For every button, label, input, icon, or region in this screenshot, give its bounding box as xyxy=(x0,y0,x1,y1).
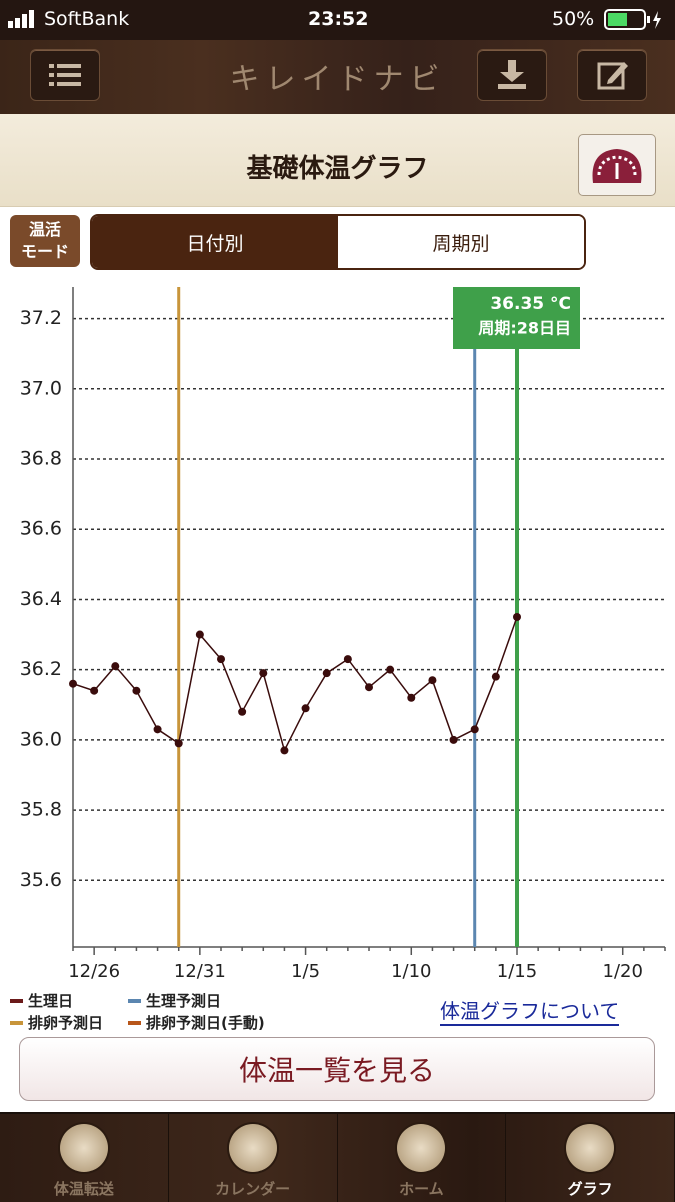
temperature-point xyxy=(322,669,331,678)
battery-percent: 50% xyxy=(552,8,595,30)
temperature-point xyxy=(111,662,120,671)
tab-icon xyxy=(397,1124,446,1172)
tab-icon xyxy=(228,1124,277,1172)
tab-bar: 体温転送 カレンダー ホーム グラフ xyxy=(0,1112,675,1202)
page-title: 基礎体温グラフ xyxy=(246,154,429,184)
temperature-point xyxy=(153,725,162,734)
temperature-line xyxy=(72,616,518,753)
menu-button[interactable] xyxy=(30,49,100,101)
clock: 23:52 xyxy=(308,8,369,30)
x-tick-label: 1/20 xyxy=(603,961,643,982)
x-tick-label: 12/31 xyxy=(174,961,226,982)
legend-swatch xyxy=(128,1020,141,1025)
carrier: SoftBank xyxy=(44,8,130,30)
x-tick-label: 12/26 xyxy=(68,961,120,982)
temperature-point xyxy=(365,683,373,692)
temperature-point xyxy=(407,693,416,702)
tab-item[interactable]: ホーム xyxy=(338,1114,507,1202)
legend: 生理日 生理予測日排卵予測日 排卵予測日(手動) xyxy=(10,990,310,1033)
temperature-point xyxy=(69,679,77,688)
y-tick-label: 37.0 xyxy=(20,377,62,399)
mode-tab[interactable]: 周期別 xyxy=(338,216,584,268)
temperature-point xyxy=(174,739,183,748)
app-title: キレイドナビ xyxy=(229,62,446,97)
tab-item[interactable]: グラフ xyxy=(506,1114,675,1202)
list-button[interactable]: 体温一覧を見る xyxy=(19,1037,655,1101)
temperature-point xyxy=(195,630,204,639)
segmented-control: 日付別 周期別 xyxy=(90,214,586,270)
legend-swatch xyxy=(10,1020,23,1025)
about-link[interactable]: 体温グラフについて xyxy=(440,995,620,1026)
temperature-point xyxy=(132,686,141,695)
temperature-point xyxy=(238,707,247,716)
scale-button[interactable] xyxy=(578,134,656,196)
temperature-point xyxy=(217,655,225,664)
legend-label: 生理予測日 xyxy=(146,992,222,1010)
temperature-point xyxy=(428,676,437,685)
battery-icon xyxy=(604,9,661,30)
temperature-point xyxy=(513,613,521,621)
temperature-point xyxy=(386,665,395,674)
legend-swatch xyxy=(128,998,141,1003)
tab-label: グラフ xyxy=(567,1180,613,1198)
legend-label: 排卵予測日(手動) xyxy=(146,1014,265,1032)
temperature-chart: 35.6 35.8 36.0 36.2 36.4 36.6 36.8 37.0 37.2 12/2… xyxy=(20,287,666,982)
badge-line: 温活 xyxy=(28,220,61,239)
y-tick-label: 35.6 xyxy=(20,869,62,891)
tab-item[interactable]: カレンダー xyxy=(169,1114,338,1202)
tooltip-temp: 36.35 °C xyxy=(490,294,571,314)
temperature-point xyxy=(449,735,458,744)
legend-swatch xyxy=(10,998,23,1003)
legend-label: 排卵予測日 xyxy=(28,1014,104,1032)
badge-line: モード xyxy=(20,242,69,261)
temperature-point xyxy=(90,686,99,695)
y-tick-label: 36.6 xyxy=(20,518,62,540)
y-tick-label: 37.2 xyxy=(20,307,62,329)
signal-icon xyxy=(8,10,34,28)
y-tick-label: 36.2 xyxy=(20,658,62,680)
temperature-point xyxy=(470,725,479,734)
legend-item: 排卵予測日(手動) xyxy=(128,1012,308,1033)
x-tick-label: 1/10 xyxy=(391,961,431,982)
legend-item: 排卵予測日 xyxy=(10,1012,128,1033)
edit-button[interactable] xyxy=(577,49,647,101)
y-tick-label: 36.0 xyxy=(20,728,62,750)
tab-icon xyxy=(566,1124,615,1172)
tab-icon xyxy=(59,1124,108,1172)
mode-tab[interactable]: 日付別 xyxy=(92,216,338,268)
nav-bar: キレイドナビ xyxy=(0,40,675,114)
download-button[interactable] xyxy=(477,49,547,101)
legend-item: 生理予測日 xyxy=(128,990,308,1011)
tab-item[interactable]: 体温転送 xyxy=(0,1114,169,1202)
temperature-point xyxy=(491,672,500,681)
x-tick-label: 1/15 xyxy=(497,961,537,982)
tab-label: 体温転送 xyxy=(53,1180,114,1198)
temperature-point xyxy=(259,669,268,678)
tab-label: カレンダー xyxy=(215,1180,291,1198)
temperature-point xyxy=(280,746,289,755)
legend-label: 生理日 xyxy=(28,992,74,1010)
tooltip-box xyxy=(453,287,580,349)
y-tick-label: 35.8 xyxy=(20,799,62,821)
page-header: 基礎体温グラフ xyxy=(0,114,675,207)
legend-item: 生理日 xyxy=(10,990,128,1011)
x-tick-label: 1/5 xyxy=(291,961,320,982)
tab-label: ホーム xyxy=(399,1180,444,1198)
status-bar: SoftBank 23:52 50% xyxy=(0,0,675,40)
temperature-point xyxy=(343,655,352,664)
mode-badge[interactable]: 温活 モード xyxy=(10,215,80,267)
tooltip-cycle: 周期:28日目 xyxy=(478,319,571,338)
y-tick-label: 36.8 xyxy=(20,448,62,470)
y-tick-label: 36.4 xyxy=(20,588,62,610)
temperature-point xyxy=(301,704,310,713)
